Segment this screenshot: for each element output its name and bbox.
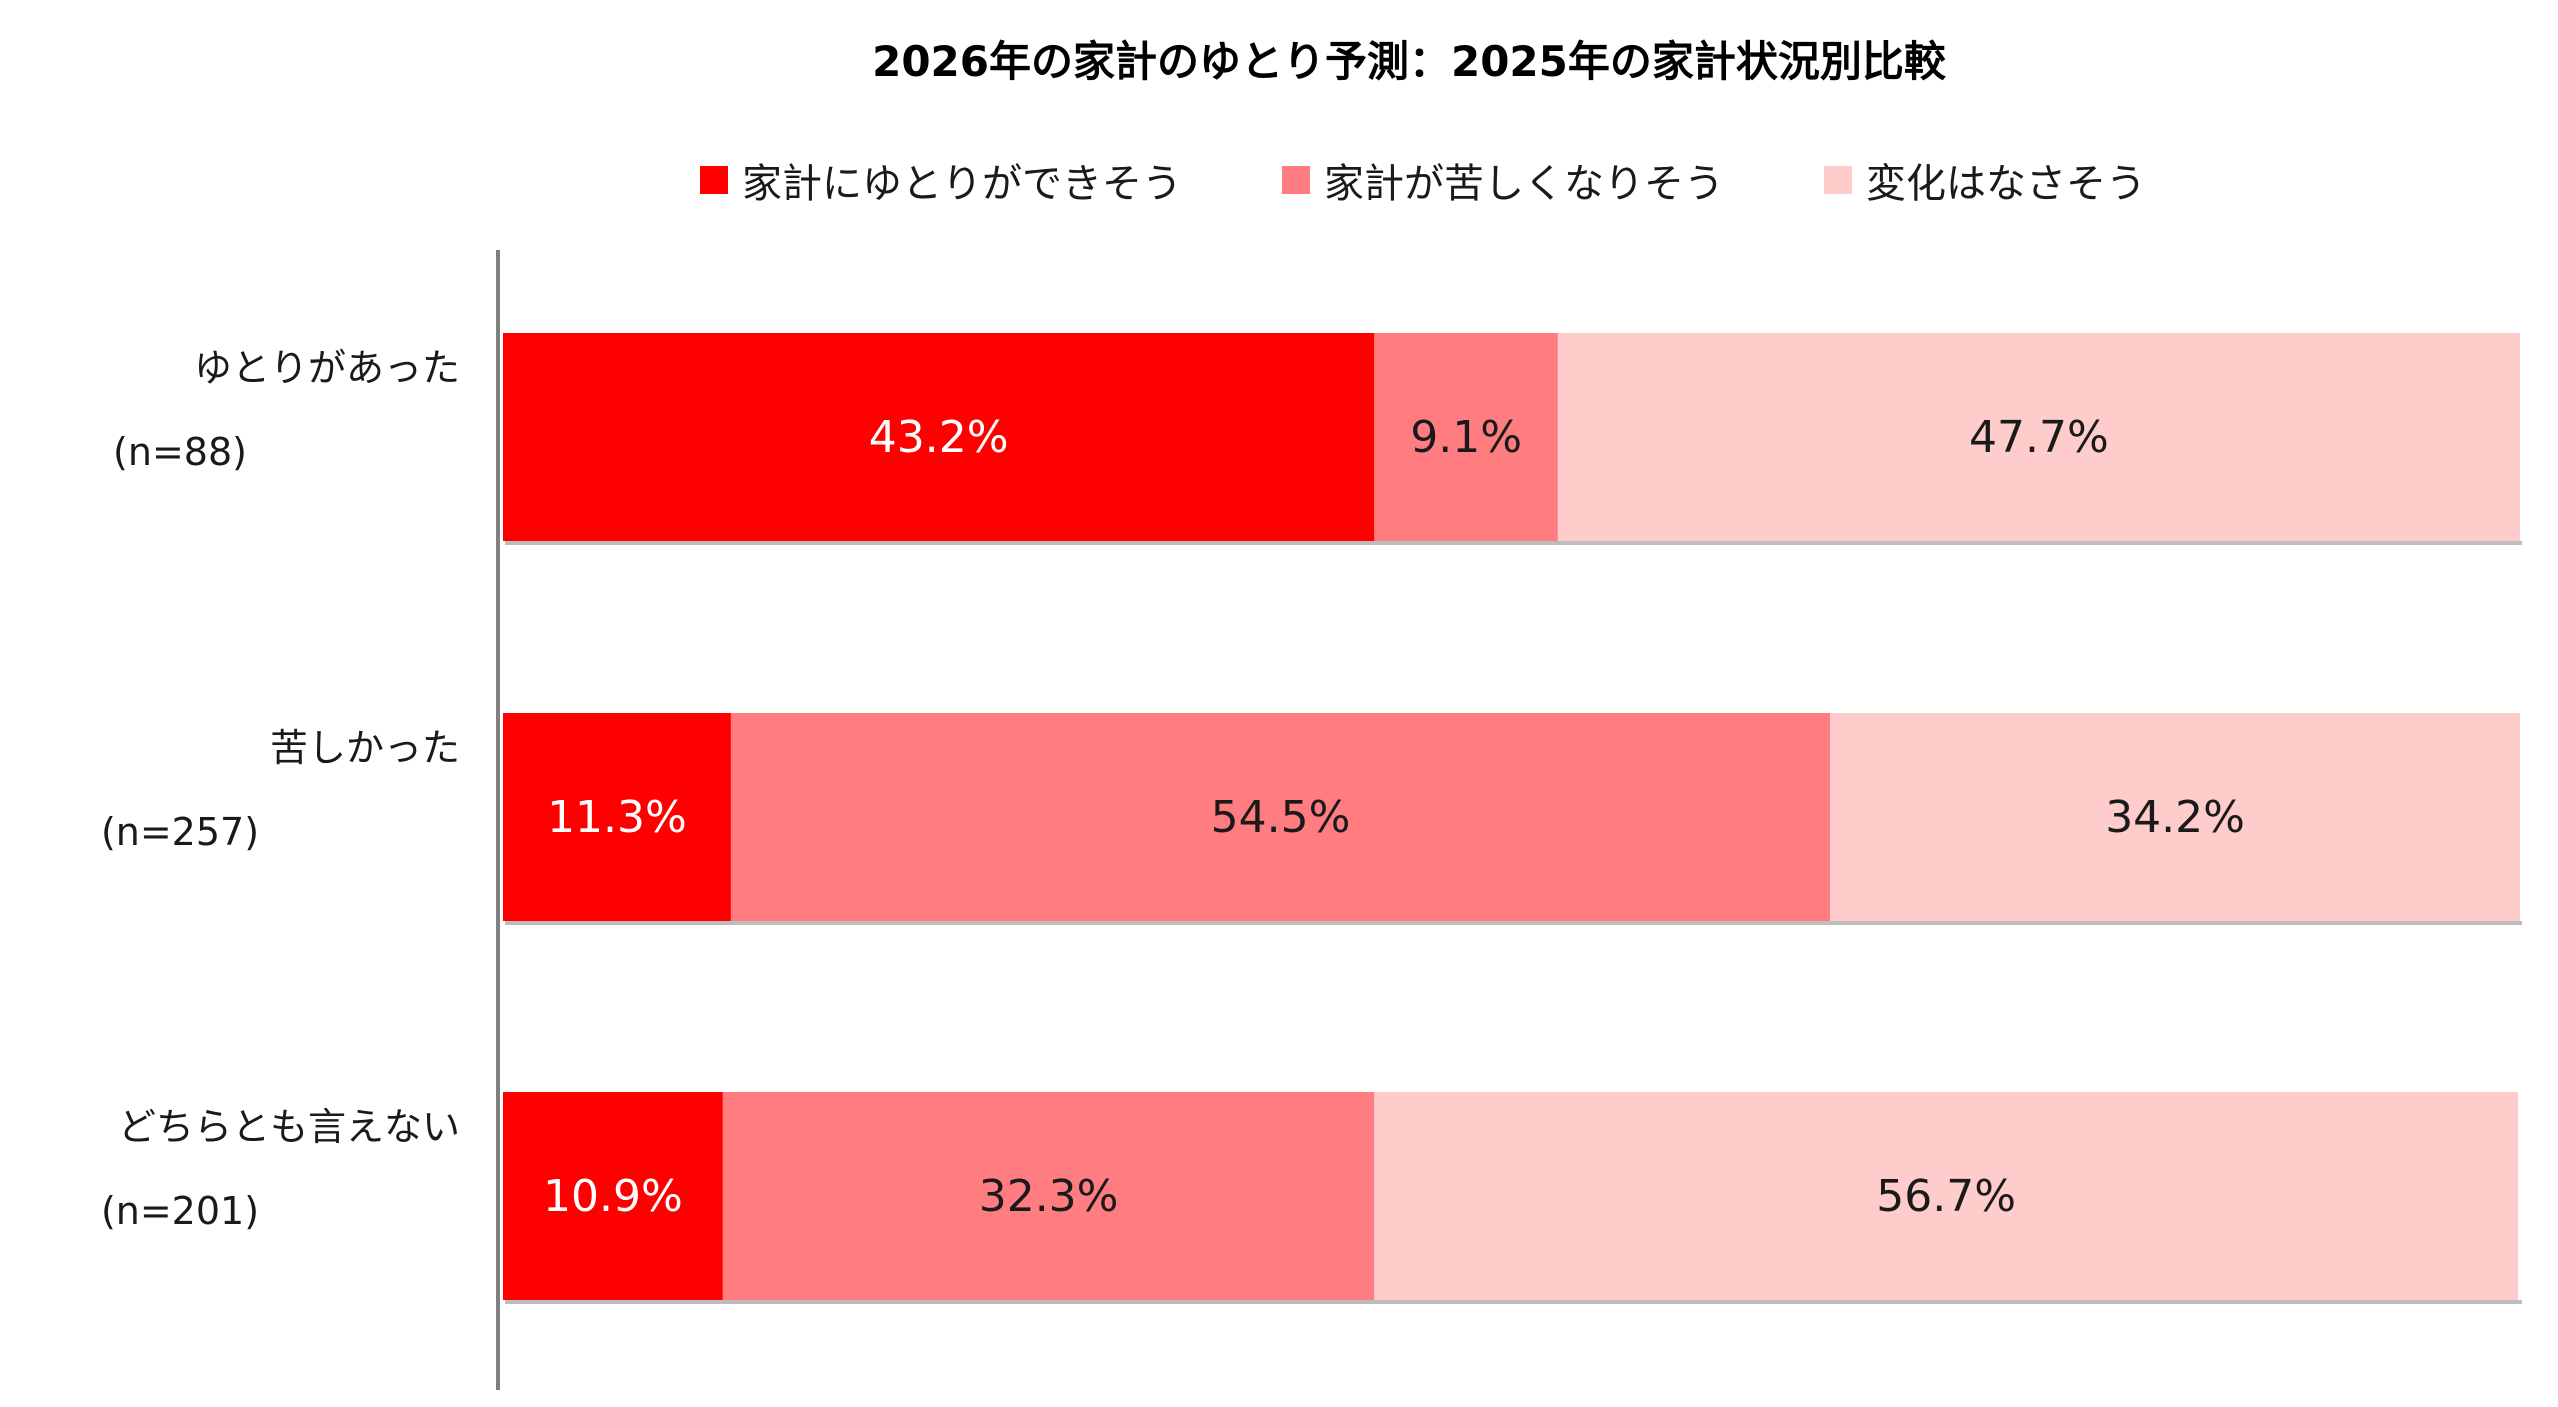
legend-item: 家計が苦しくなりそう — [1282, 151, 1724, 209]
bar-value-label: 56.7% — [1876, 1171, 2016, 1222]
category-n-label: (n=257) — [100, 810, 260, 854]
category-n-label: (n=201) — [100, 1189, 260, 1233]
legend-label: 家計が苦しくなりそう — [1324, 161, 1724, 207]
bar-value-label: 54.5% — [1211, 792, 1351, 843]
bar-value-label: 11.3% — [547, 792, 687, 843]
bar-shadow — [505, 921, 2522, 925]
legend: 家計にゆとりができそう 家計が苦しくなりそう 変化はなさそう — [700, 150, 2246, 210]
legend-label: 変化はなさそう — [1866, 161, 2146, 207]
bar-segment — [1374, 1092, 2518, 1300]
bar-segment — [503, 333, 1375, 541]
chart-title: 2026年の家計のゆとり予測：2025年の家計状況別比較 — [872, 37, 1946, 86]
bar-segment — [730, 713, 1831, 921]
legend-swatch — [700, 166, 728, 194]
bar-value-label: 47.7% — [1969, 412, 2109, 463]
bar-value-label: 9.1% — [1410, 412, 1522, 463]
legend-item: 変化はなさそう — [1824, 151, 2146, 209]
legend-item: 家計にゆとりができそう — [700, 151, 1182, 209]
bar-segment — [503, 1092, 723, 1300]
bar-segment — [1830, 713, 2520, 921]
bar-shadow — [505, 541, 2522, 545]
bar-value-label: 32.3% — [979, 1171, 1119, 1222]
bar-segment — [1374, 333, 1558, 541]
legend-label: 家計にゆとりができそう — [742, 161, 1182, 207]
category-label: 苦しかった — [269, 726, 460, 770]
legend-swatch — [1282, 166, 1310, 194]
bar-value-label: 43.2% — [869, 412, 1009, 463]
bar-segment — [1557, 333, 2520, 541]
category-label: どちらとも言えない — [117, 1105, 460, 1149]
bar-segment — [503, 713, 731, 921]
bar-value-label: 34.2% — [2105, 792, 2245, 843]
bar-segment — [722, 1092, 1375, 1300]
category-n-label: (n=88) — [113, 430, 247, 474]
legend-swatch — [1824, 166, 1852, 194]
bar-shadow — [505, 1300, 2522, 1304]
category-label: ゆとりがあった — [193, 346, 460, 390]
bar-value-label: 10.9% — [543, 1171, 683, 1222]
